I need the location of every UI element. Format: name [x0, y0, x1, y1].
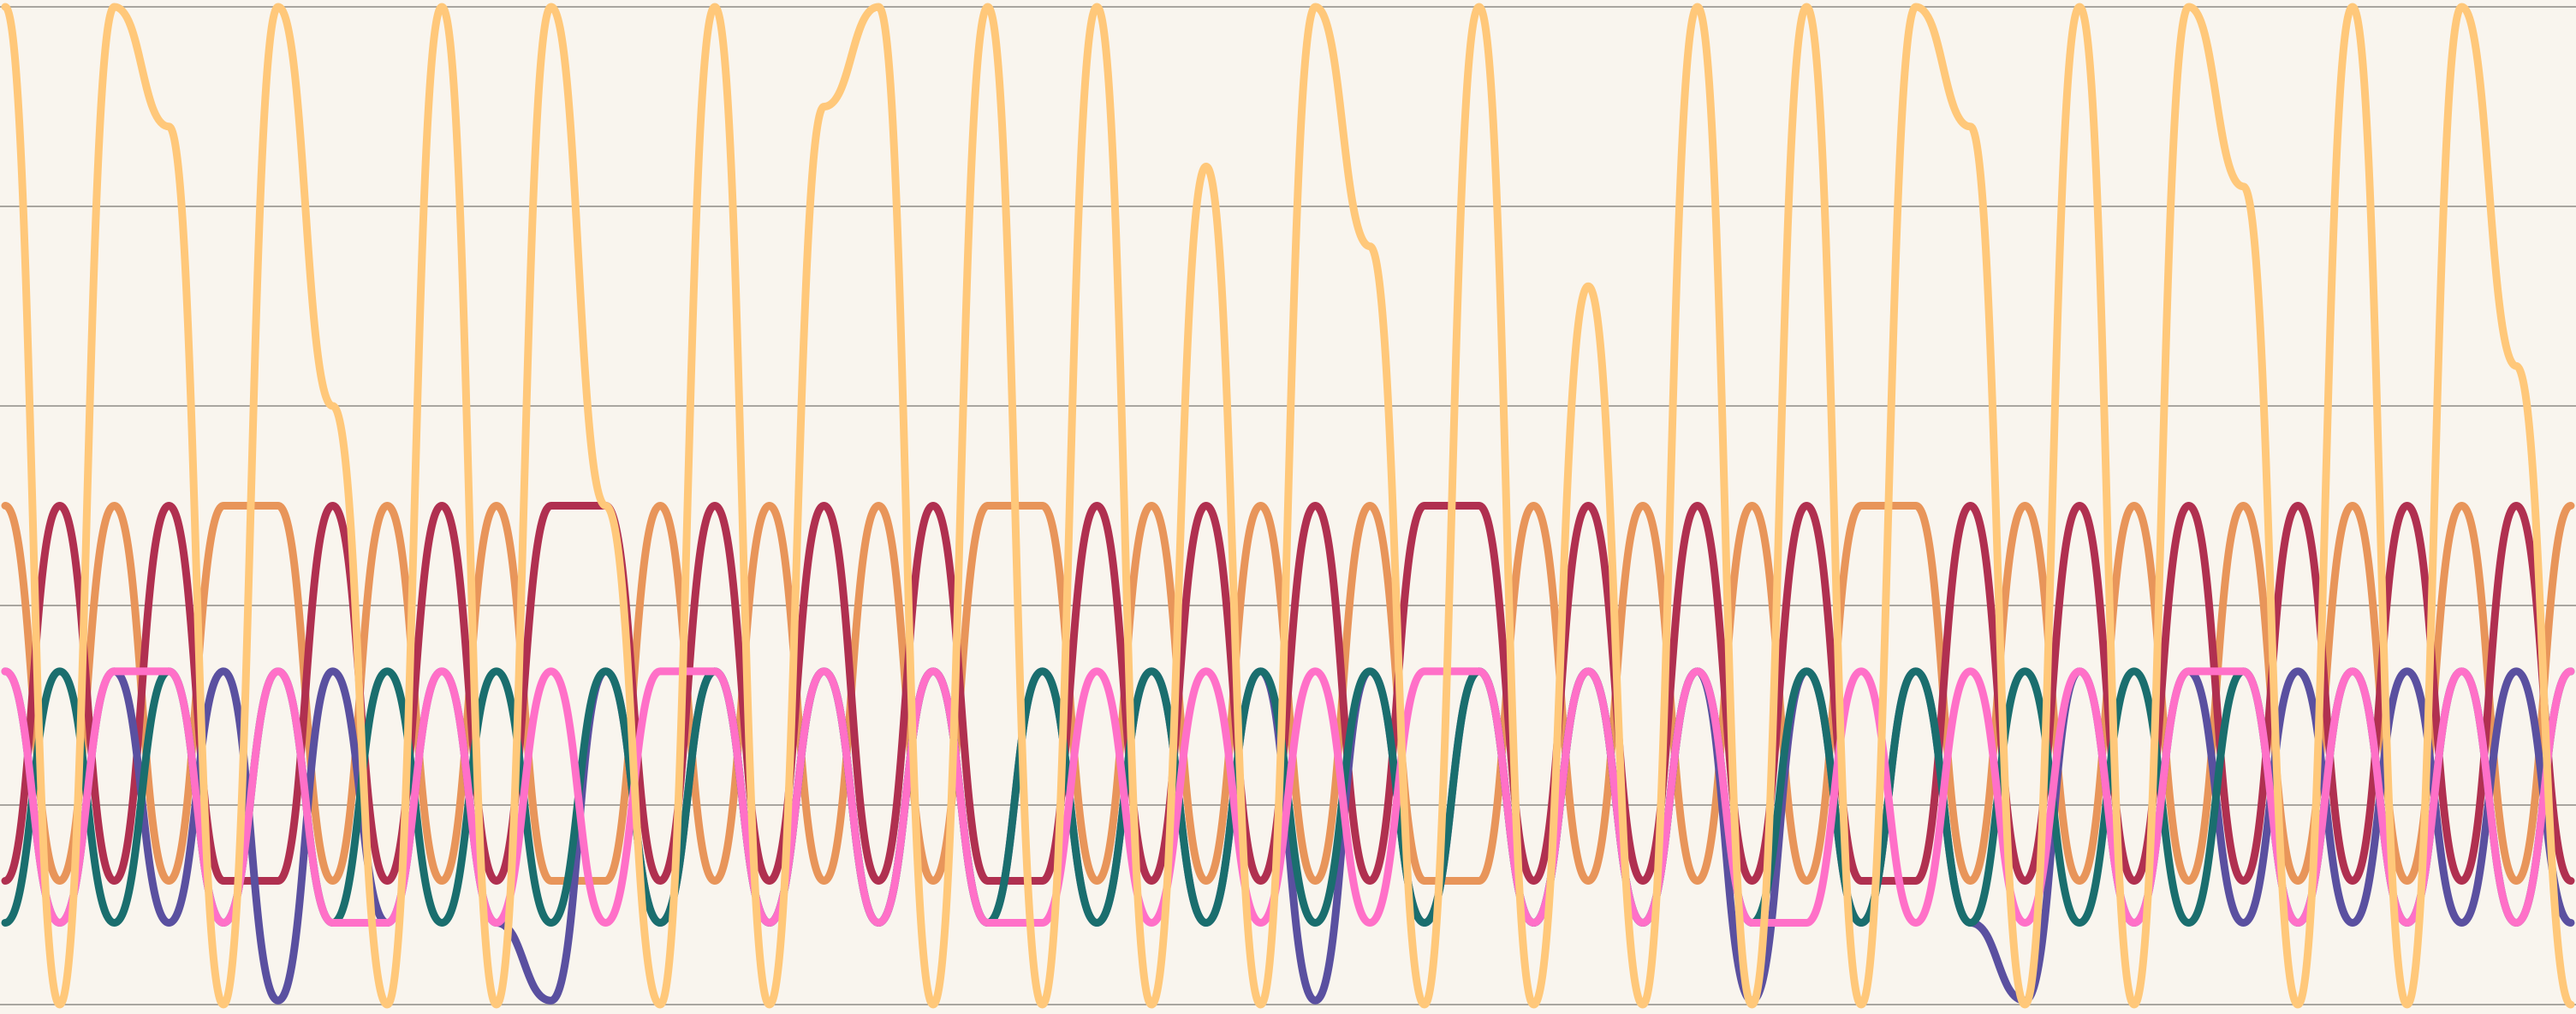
series-line: [1, 502, 2575, 886]
series-line: [1, 3, 2575, 1009]
series-line: [1, 502, 2575, 886]
